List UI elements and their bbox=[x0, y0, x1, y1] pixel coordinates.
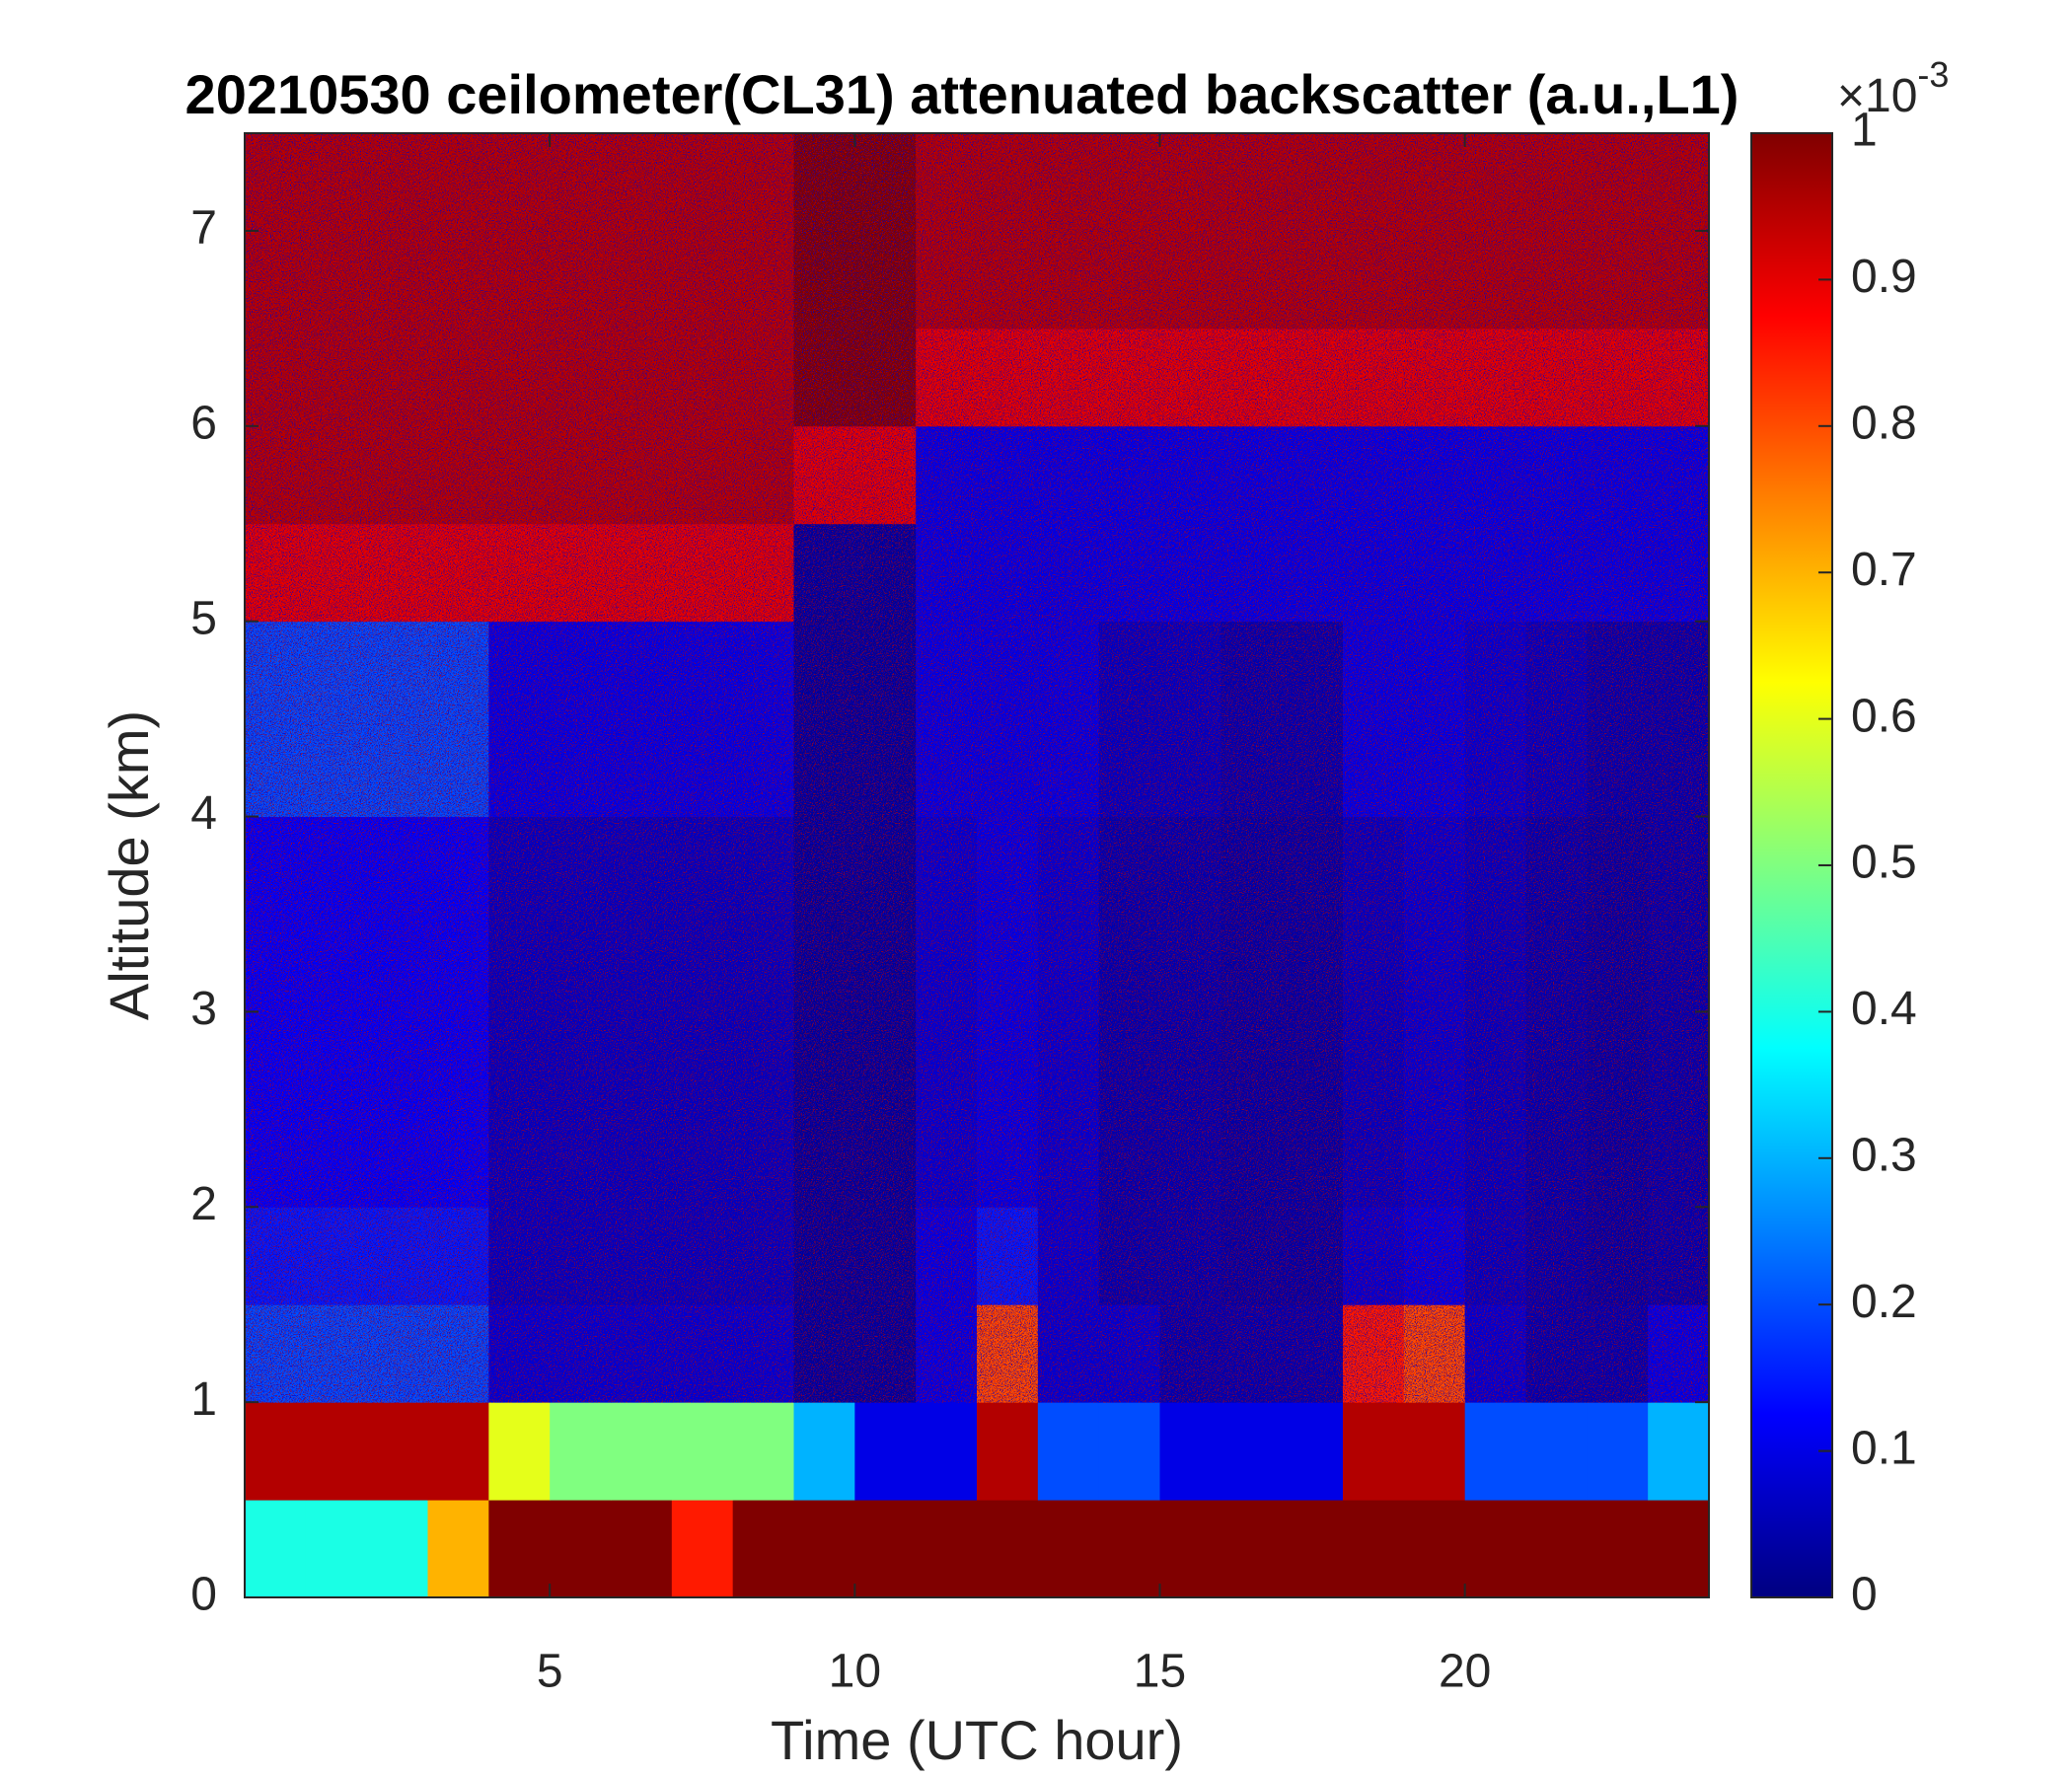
colorbar-tick-label: 0.2 bbox=[1851, 1276, 1917, 1328]
y-tick-label: 0 bbox=[190, 1569, 217, 1621]
heatmap-cell bbox=[1525, 1402, 1588, 1501]
heatmap-cell bbox=[1464, 1500, 1526, 1598]
y-tick-label: 1 bbox=[190, 1373, 217, 1426]
heatmap-cell bbox=[916, 1500, 978, 1598]
heatmap-cell bbox=[1587, 1500, 1649, 1598]
heatmap-cell bbox=[1037, 1402, 1100, 1501]
colorbar-tick-label: 0.4 bbox=[1851, 983, 1917, 1035]
heatmap-cell bbox=[1587, 1402, 1649, 1501]
colorbar-tick-label: 0.3 bbox=[1851, 1129, 1917, 1181]
colorbar-exponent: ×10-3 bbox=[1837, 54, 1949, 122]
colorbar-tick-label: 0.7 bbox=[1851, 544, 1917, 596]
heatmap-cell bbox=[427, 1402, 489, 1501]
colorbar-tick-label: 0.9 bbox=[1851, 251, 1917, 303]
heatmap-cell bbox=[488, 1500, 551, 1598]
heatmap-cell bbox=[1282, 1500, 1344, 1598]
x-tick-label: 15 bbox=[1134, 1646, 1186, 1698]
heatmap-cell bbox=[732, 1402, 794, 1501]
y-tick-label: 6 bbox=[190, 397, 217, 449]
heatmap-cell bbox=[611, 1402, 673, 1501]
heatmap-cell bbox=[366, 1402, 428, 1501]
heatmap-cell bbox=[793, 1402, 855, 1501]
heatmap-cell bbox=[366, 1500, 428, 1598]
heatmap-cell bbox=[245, 1402, 307, 1501]
colorbar-tick-label: 0.6 bbox=[1851, 690, 1917, 742]
heatmap-cell bbox=[1098, 1402, 1160, 1501]
heatmap-cell bbox=[732, 1500, 794, 1598]
colorbar-tick-label: 1 bbox=[1851, 105, 1878, 157]
plot-frame bbox=[244, 132, 1710, 1598]
heatmap-cell bbox=[1403, 1402, 1466, 1501]
speckle-blue bbox=[245, 133, 1709, 1403]
heatmap-cell bbox=[488, 1402, 551, 1501]
heatmap-cell bbox=[854, 1402, 917, 1501]
y-tick-label: 3 bbox=[190, 983, 217, 1035]
y-tick-label: 5 bbox=[190, 592, 217, 644]
heatmap-cell bbox=[1648, 1402, 1710, 1501]
heatmap-cell bbox=[854, 1500, 917, 1598]
x-tick-label: 5 bbox=[537, 1646, 563, 1698]
heatmap-cell bbox=[1343, 1402, 1405, 1501]
y-tick-label: 7 bbox=[190, 202, 217, 255]
heatmap-cell bbox=[671, 1500, 734, 1598]
heatmap-cell bbox=[245, 1500, 307, 1598]
heatmap-cell bbox=[1221, 1500, 1283, 1598]
y-tick-label: 2 bbox=[190, 1178, 217, 1230]
exponent-base: ×10 bbox=[1837, 70, 1917, 122]
heatmap-cell bbox=[611, 1500, 673, 1598]
heatmap-cell bbox=[1159, 1402, 1221, 1501]
colorbar-tick-label: 0.8 bbox=[1851, 397, 1917, 449]
heatmap-cell bbox=[1098, 1500, 1160, 1598]
speckle-texture bbox=[245, 133, 1709, 1403]
chart-title: 20210530 ceilometer(CL31) attenuated bac… bbox=[185, 63, 1739, 125]
x-tick-label: 20 bbox=[1439, 1646, 1491, 1698]
heatmap-cell bbox=[550, 1500, 612, 1598]
heatmap-cell bbox=[977, 1402, 1039, 1501]
heatmap-cell bbox=[1282, 1402, 1344, 1501]
heatmap-cell bbox=[1037, 1500, 1100, 1598]
x-axis-label: Time (UTC hour) bbox=[771, 1709, 1183, 1771]
heatmap-cell bbox=[1221, 1402, 1283, 1501]
colorbar-tick-label: 0.5 bbox=[1851, 837, 1917, 889]
heatmap-cell bbox=[977, 1500, 1039, 1598]
heatmap-cell bbox=[671, 1402, 734, 1501]
heatmap-cell bbox=[1343, 1500, 1405, 1598]
heatmap-cell bbox=[1648, 1500, 1710, 1598]
heatmap-cell bbox=[916, 1402, 978, 1501]
exponent-power: -3 bbox=[1917, 54, 1949, 95]
heatmap-cell bbox=[427, 1500, 489, 1598]
y-axis-label: Altitude (km) bbox=[98, 710, 160, 1020]
heatmap-cell bbox=[305, 1500, 368, 1598]
heatmap-cell bbox=[1159, 1500, 1221, 1598]
heatmap-cell bbox=[1403, 1500, 1466, 1598]
colorbar-tick-label: 0.1 bbox=[1851, 1422, 1917, 1474]
x-tick-label: 10 bbox=[829, 1646, 881, 1698]
heatmap-cell bbox=[550, 1402, 612, 1501]
heatmap-cell bbox=[793, 1500, 855, 1598]
y-tick-label: 4 bbox=[190, 787, 217, 840]
heatmap-cell bbox=[1525, 1500, 1588, 1598]
heatmap-cell bbox=[1464, 1402, 1526, 1501]
heatmap-cell bbox=[305, 1402, 368, 1501]
colorbar-tick-label: 0 bbox=[1851, 1569, 1878, 1621]
